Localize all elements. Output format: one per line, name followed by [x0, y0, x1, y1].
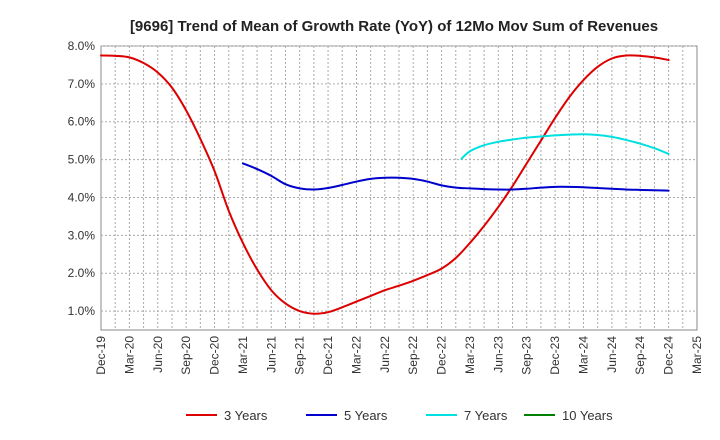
- x-tick-label: Dec-21: [321, 336, 335, 375]
- grid-lines: [101, 45, 697, 330]
- x-tick-label: Jun-20: [151, 336, 165, 373]
- x-tick-label: Sep-22: [406, 336, 420, 375]
- x-tick-label: Sep-24: [633, 336, 647, 375]
- y-tick-label: 8.0%: [68, 39, 96, 53]
- x-tick-label: Dec-23: [548, 336, 562, 375]
- x-tick-label: Mar-24: [576, 336, 590, 374]
- chart-title: [9696] Trend of Mean of Growth Rate (YoY…: [130, 18, 658, 35]
- x-tick-label: Mar-22: [349, 336, 363, 374]
- y-axis: 1.0% 2.0% 3.0% 4.0% 5.0% 6.0% 7.0% 8.0%: [68, 39, 96, 318]
- y-tick-label: 2.0%: [68, 266, 96, 280]
- x-axis: Dec-19 Mar-20 Jun-20 Sep-20 Dec-20 Mar-21 Jun-…: [94, 336, 704, 375]
- x-tick-label: Sep-21: [293, 336, 307, 375]
- series-line-7-years: [460, 133, 670, 160]
- series-line-5-years: [241, 162, 670, 192]
- x-tick-label: Mar-21: [236, 336, 250, 374]
- y-tick-label: 4.0%: [68, 190, 96, 204]
- x-tick-label: Sep-20: [179, 336, 193, 375]
- x-tick-label: Jun-21: [264, 336, 278, 373]
- legend: 3 Years 5 Years 7 Years 10 Years: [186, 408, 613, 423]
- series-line-3-years: [100, 54, 670, 315]
- x-tick-label: Sep-23: [520, 336, 534, 375]
- x-tick-label: Dec-19: [94, 336, 108, 375]
- x-tick-label: Jun-23: [491, 336, 505, 373]
- y-tick-label: 7.0%: [68, 77, 96, 91]
- series-lines: [100, 54, 670, 315]
- y-tick-label: 1.0%: [68, 304, 96, 318]
- x-tick-label: Jun-22: [378, 336, 392, 373]
- y-tick-label: 5.0%: [68, 153, 96, 167]
- x-tick-label: Dec-24: [662, 336, 676, 375]
- x-tick-label: Mar-23: [463, 336, 477, 374]
- legend-label-3-years: 3 Years: [224, 408, 268, 423]
- legend-label-7-years: 7 Years: [464, 408, 508, 423]
- x-tick-label: Dec-20: [208, 336, 222, 375]
- x-tick-label: Mar-20: [122, 336, 136, 374]
- x-tick-label: Jun-24: [605, 336, 619, 373]
- legend-label-5-years: 5 Years: [344, 408, 388, 423]
- y-tick-label: 6.0%: [68, 115, 96, 129]
- y-tick-label: 3.0%: [68, 228, 96, 242]
- x-tick-label: Dec-22: [435, 336, 449, 375]
- x-tick-label: Mar-25: [690, 336, 704, 374]
- legend-label-10-years: 10 Years: [562, 408, 613, 423]
